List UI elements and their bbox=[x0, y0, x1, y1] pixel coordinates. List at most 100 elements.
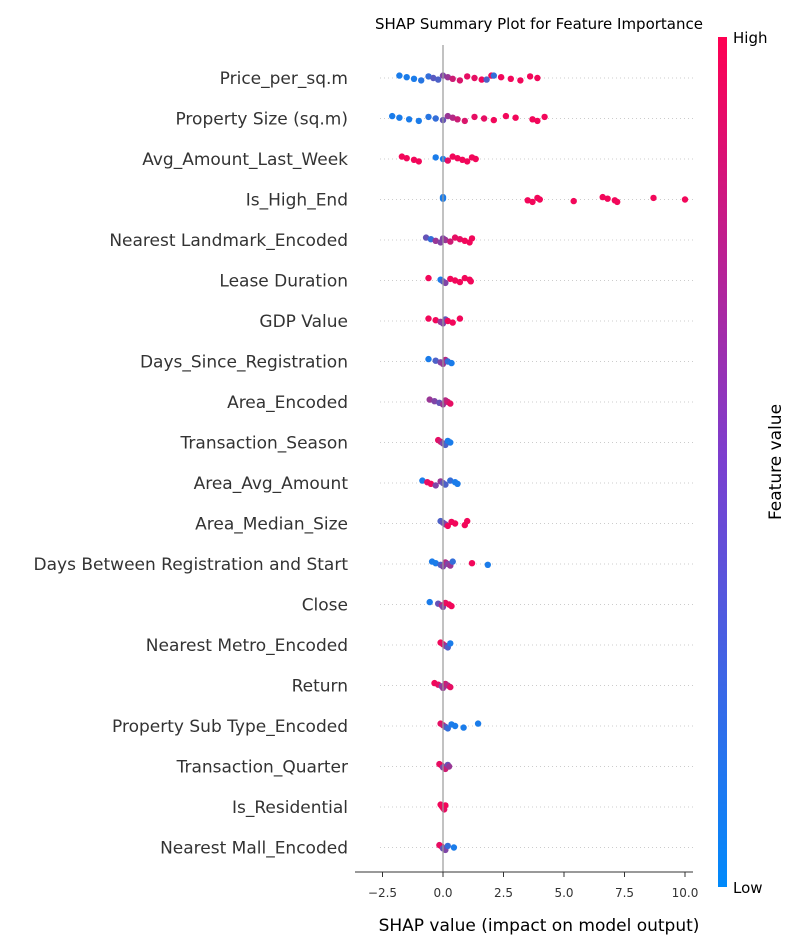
shap-point bbox=[432, 237, 439, 244]
shap-point bbox=[449, 153, 456, 160]
shap-point bbox=[426, 598, 433, 606]
shap-point bbox=[468, 235, 476, 242]
x-tick-label: −2.5 bbox=[368, 886, 397, 900]
shap-point bbox=[604, 195, 611, 202]
shap-point bbox=[425, 113, 432, 121]
shap-point bbox=[450, 844, 458, 851]
shap-point bbox=[471, 74, 478, 82]
feature-rows: Price_per_sq.m Property Size (sq.m) Avg_Am… bbox=[34, 69, 693, 859]
chart-title: SHAP Summary Plot for Feature Importance bbox=[375, 15, 703, 33]
shap-point bbox=[497, 74, 505, 81]
shap-point bbox=[444, 157, 451, 164]
shap-point bbox=[529, 116, 536, 123]
shap-points bbox=[389, 72, 689, 854]
shap-point bbox=[449, 114, 456, 121]
shap-point bbox=[425, 73, 432, 80]
x-axis-label: SHAP value (impact on model output) bbox=[379, 916, 700, 936]
colorbar bbox=[718, 37, 727, 887]
shap-point bbox=[432, 560, 439, 567]
shap-point bbox=[447, 275, 454, 283]
shap-point bbox=[650, 194, 657, 202]
shap-point bbox=[449, 558, 456, 565]
shap-point bbox=[454, 116, 461, 123]
feature-label: Transaction_Quarter bbox=[176, 758, 348, 778]
shap-point bbox=[396, 114, 403, 121]
shap-point bbox=[444, 112, 451, 120]
shap-point bbox=[460, 724, 467, 731]
feature-label: Close bbox=[302, 596, 348, 616]
shap-point bbox=[444, 74, 451, 81]
shap-point bbox=[427, 236, 435, 243]
shap-point bbox=[425, 315, 432, 322]
shap-point bbox=[427, 480, 435, 487]
shap-point bbox=[614, 198, 621, 206]
shap-point bbox=[490, 116, 497, 124]
shap-point bbox=[461, 274, 468, 282]
shap-point bbox=[447, 640, 454, 647]
feature-label: Days_Since_Registration bbox=[140, 353, 348, 373]
shap-point bbox=[403, 74, 410, 81]
colorbar-title: Feature value bbox=[766, 404, 786, 520]
shap-point bbox=[415, 158, 422, 165]
shap-point bbox=[447, 238, 454, 245]
feature-label: Area_Median_Size bbox=[195, 515, 348, 535]
feature-label: Is_High_End bbox=[246, 191, 348, 211]
shap-point bbox=[432, 482, 439, 489]
shap-point bbox=[456, 278, 464, 286]
shap-point bbox=[432, 154, 439, 161]
shap-point bbox=[472, 155, 479, 163]
shap-point bbox=[461, 117, 468, 125]
shap-point bbox=[448, 602, 455, 610]
shap-point bbox=[425, 355, 432, 363]
shap-point bbox=[484, 561, 491, 568]
shap-point bbox=[464, 73, 471, 80]
colorbar-low-label: Low bbox=[733, 879, 763, 897]
shap-point bbox=[454, 480, 461, 487]
shap-point bbox=[442, 279, 449, 287]
feature-label: Property Sub Type_Encoded bbox=[112, 717, 348, 737]
shap-point bbox=[422, 234, 430, 241]
feature-label: GDP Value bbox=[259, 312, 348, 332]
feature-label: Price_per_sq.m bbox=[220, 69, 348, 89]
shap-point bbox=[456, 236, 464, 243]
shap-point bbox=[536, 196, 543, 203]
shap-point bbox=[447, 439, 454, 446]
shap-point bbox=[426, 396, 433, 403]
shap-point bbox=[570, 197, 577, 205]
shap-point bbox=[442, 481, 449, 488]
feature-label: Nearest Landmark_Encoded bbox=[109, 231, 348, 251]
shap-point bbox=[451, 520, 459, 527]
shap-point bbox=[599, 193, 606, 201]
shap-point bbox=[445, 763, 453, 770]
x-tick-label: 7.5 bbox=[615, 886, 634, 900]
shap-point bbox=[529, 198, 536, 206]
shap-point bbox=[410, 156, 418, 163]
shap-point bbox=[396, 72, 403, 79]
x-axis-ticks: −2.5 0.0 2.5 5.0 7.5 10.0 bbox=[368, 872, 698, 900]
shap-point bbox=[681, 196, 689, 203]
shap-point bbox=[502, 112, 510, 120]
x-tick-label: 0.0 bbox=[433, 886, 452, 900]
shap-point bbox=[430, 74, 437, 82]
shap-point bbox=[456, 77, 464, 84]
shap-point bbox=[448, 359, 455, 367]
feature-label: Area_Avg_Amount bbox=[194, 474, 349, 494]
shap-point bbox=[451, 277, 459, 284]
x-tick-label: 10.0 bbox=[672, 886, 699, 900]
x-tick-label: 5.0 bbox=[554, 886, 573, 900]
shap-point bbox=[464, 158, 471, 165]
shap-point bbox=[432, 357, 439, 364]
shap-point bbox=[512, 114, 519, 121]
shap-point bbox=[415, 117, 422, 125]
shap-point bbox=[483, 76, 490, 83]
shap-point bbox=[447, 477, 454, 484]
feature-label: Property Size (sq.m) bbox=[175, 110, 348, 130]
feature-label: Avg_Amount_Last_Week bbox=[142, 150, 348, 170]
shap-point bbox=[451, 234, 459, 241]
shap-point bbox=[471, 113, 478, 121]
shap-point bbox=[403, 155, 410, 162]
shap-point bbox=[478, 76, 485, 83]
shap-point bbox=[449, 75, 456, 83]
shap-point bbox=[526, 73, 534, 80]
